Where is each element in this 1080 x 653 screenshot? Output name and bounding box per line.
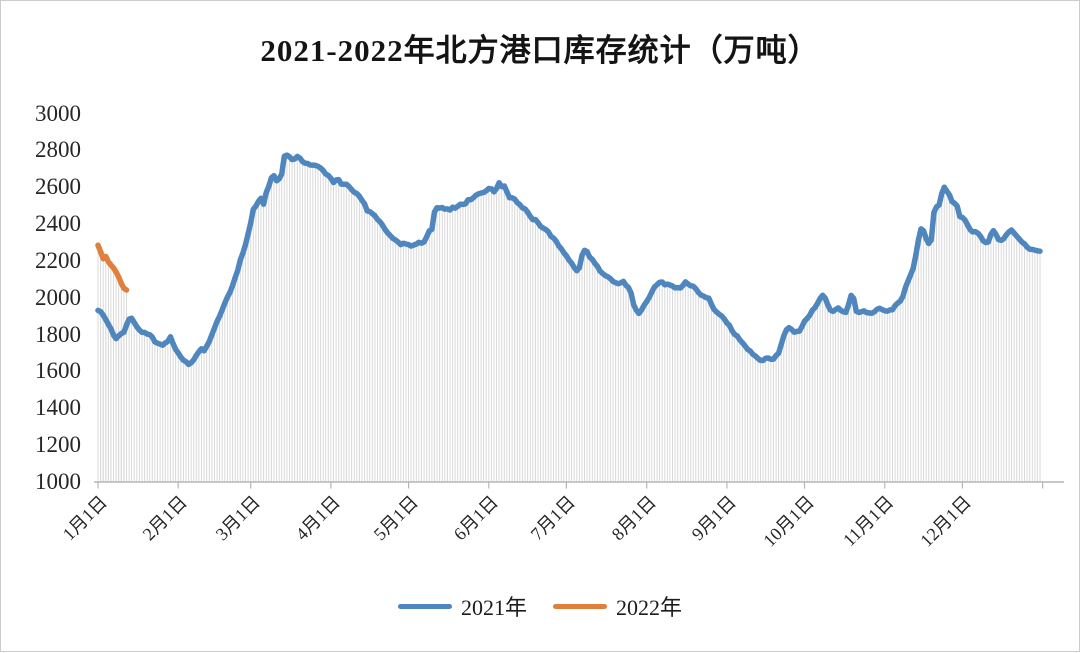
drop-lines (97, 155, 1041, 482)
y-axis-label: 2600 (35, 174, 81, 200)
legend-line-swatch (397, 603, 452, 609)
legend: 2021年 2022年 (1, 590, 1079, 622)
y-axis-label: 1400 (35, 395, 81, 421)
y-axis-label: 2000 (35, 284, 81, 310)
series-line-2021 (95, 152, 1043, 368)
chart-title: 2021-2022年北方港口库存统计（万吨） (260, 33, 820, 68)
legend-item-2022: 2022年 (553, 590, 682, 622)
legend-item-2021: 2021年 (397, 590, 527, 622)
y-axis-label: 2400 (35, 211, 81, 237)
y-axis-label: 1000 (35, 469, 81, 494)
y-axis-label: 2200 (35, 247, 81, 273)
series-line-2022 (95, 242, 130, 293)
y-axis-label: 2800 (35, 137, 81, 163)
legend-label: 2022年 (616, 595, 683, 620)
x-axis (94, 481, 1064, 489)
y-axis-label: 3000 (35, 100, 81, 126)
legend-line-swatch (553, 603, 607, 609)
y-axis-label: 1200 (35, 432, 81, 458)
y-axis-label: 1800 (35, 321, 81, 347)
legend-label: 2021年 (460, 595, 527, 620)
y-axis-label: 1600 (35, 358, 81, 384)
